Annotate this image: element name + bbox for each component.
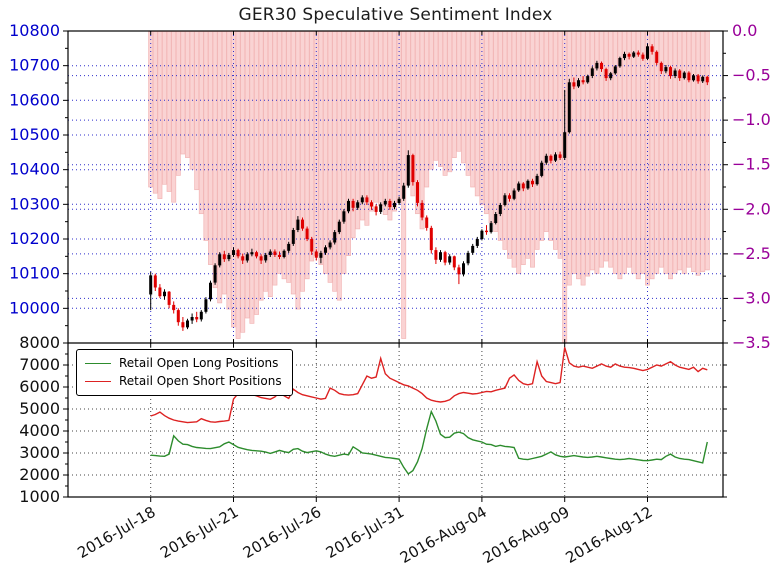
svg-text:2016-Jul-26: 2016-Jul-26 bbox=[240, 503, 324, 562]
svg-text:1000: 1000 bbox=[19, 487, 60, 506]
legend-item-short: Retail Open Short Positions bbox=[85, 372, 282, 390]
svg-text:10500: 10500 bbox=[9, 125, 60, 144]
svg-text:−0.5: −0.5 bbox=[732, 66, 771, 85]
svg-text:8000: 8000 bbox=[19, 333, 60, 352]
positions-grid-layer bbox=[68, 343, 723, 497]
svg-text:2016-Jul-18: 2016-Jul-18 bbox=[74, 503, 158, 562]
svg-text:2016-Aug-12: 2016-Aug-12 bbox=[562, 503, 655, 567]
svg-text:−1.5: −1.5 bbox=[732, 155, 771, 174]
svg-text:2016-Aug-09: 2016-Aug-09 bbox=[480, 503, 573, 567]
svg-text:−3.5: −3.5 bbox=[732, 333, 771, 352]
svg-text:−3.0: −3.0 bbox=[732, 288, 771, 307]
svg-text:2000: 2000 bbox=[19, 465, 60, 484]
svg-text:2016-Jul-31: 2016-Jul-31 bbox=[323, 503, 407, 562]
legend-label-long: Retail Open Long Positions bbox=[119, 356, 279, 370]
legend-label-short: Retail Open Short Positions bbox=[119, 374, 282, 388]
ssi-bars-layer bbox=[148, 31, 710, 344]
short-line-swatch-icon bbox=[85, 380, 111, 382]
svg-text:3000: 3000 bbox=[19, 443, 60, 462]
svg-text:10600: 10600 bbox=[9, 90, 60, 109]
svg-text:5000: 5000 bbox=[19, 399, 60, 418]
svg-text:2016-Aug-04: 2016-Aug-04 bbox=[397, 503, 490, 567]
svg-text:4000: 4000 bbox=[19, 421, 60, 440]
long-positions-line bbox=[150, 409, 708, 475]
svg-text:10200: 10200 bbox=[9, 229, 60, 248]
legend: Retail Open Long Positions Retail Open S… bbox=[76, 349, 293, 396]
chart-title: GER30 Speculative Sentiment Index bbox=[238, 5, 553, 25]
svg-text:10100: 10100 bbox=[9, 264, 60, 283]
long-line-swatch-icon bbox=[85, 362, 111, 364]
svg-text:6000: 6000 bbox=[19, 377, 60, 396]
svg-text:0.0: 0.0 bbox=[732, 21, 757, 40]
svg-text:7000: 7000 bbox=[19, 355, 60, 374]
svg-text:−2.5: −2.5 bbox=[732, 244, 771, 263]
svg-text:10300: 10300 bbox=[9, 194, 60, 213]
svg-text:−2.0: −2.0 bbox=[732, 199, 771, 218]
svg-text:10400: 10400 bbox=[9, 160, 60, 179]
svg-text:10800: 10800 bbox=[9, 21, 60, 40]
svg-text:−1.0: −1.0 bbox=[732, 110, 771, 129]
candles-layer bbox=[149, 43, 709, 331]
svg-text:2016-Jul-21: 2016-Jul-21 bbox=[157, 503, 241, 562]
axes-spines-layer bbox=[67, 30, 724, 498]
legend-item-long: Retail Open Long Positions bbox=[85, 354, 282, 372]
svg-text:10000: 10000 bbox=[9, 298, 60, 317]
svg-text:10700: 10700 bbox=[9, 56, 60, 75]
